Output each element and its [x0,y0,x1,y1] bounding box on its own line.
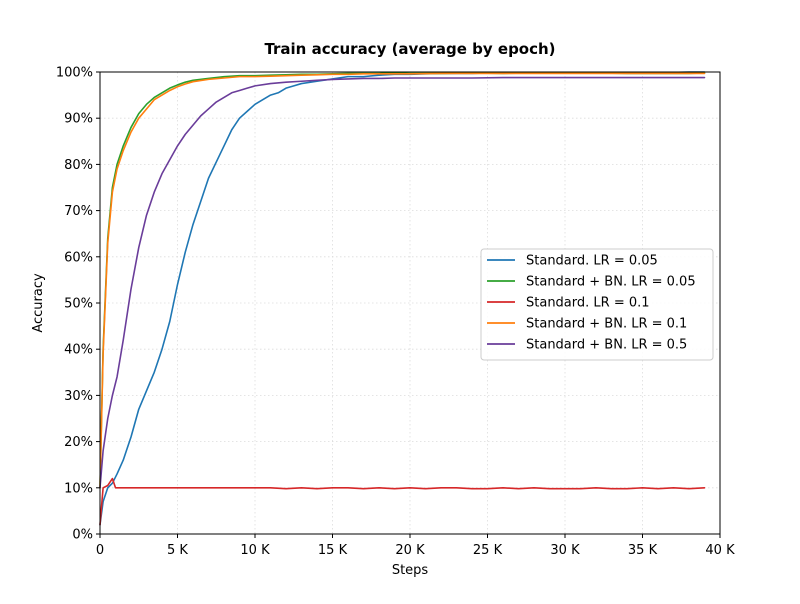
y-tick-label-0: 0% [72,528,93,543]
x-tick-label-5: 25 K [473,543,503,558]
legend-label-standard-lr-0-05: Standard. LR = 0.05 [526,254,658,269]
y-axis-label: Accuracy [31,273,46,333]
y-tick-label-10: 100% [56,66,93,81]
y-tick-label-4: 40% [64,343,93,358]
y-tick-label-3: 30% [64,389,93,404]
legend-label-standard-bn-lr-0-05: Standard + BN. LR = 0.05 [526,275,696,290]
x-tick-label-6: 30 K [550,543,580,558]
x-tick-label-1: 5 K [167,543,188,558]
y-tick-label-7: 70% [64,204,93,219]
y-tick-label-1: 10% [64,481,93,496]
series-layer [99,71,706,526]
legend-label-standard-bn-lr-0-5: Standard + BN. LR = 0.5 [526,338,687,353]
x-tick-label-8: 40 K [705,543,735,558]
y-tick-label-2: 20% [64,435,93,450]
legend-label-standard-lr-0-1: Standard. LR = 0.1 [526,296,650,311]
tick-layer: 0 5 K 10 K 15 K 20 K 25 K 30 K 35 K 40 K 0% 10% 20%… [56,66,735,559]
y-tick-label-9: 90% [64,112,93,127]
y-tick-label-6: 60% [64,250,93,265]
y-tick-label-8: 80% [64,158,93,173]
y-tick-label-5: 50% [64,297,93,312]
series-line-standard-lr-0-1 [99,477,706,526]
x-tick-label-0: 0 [96,543,104,558]
x-tick-label-4: 20 K [395,543,425,558]
legend-frame [480,248,714,361]
x-tick-label-3: 15 K [318,543,348,558]
x-axis-label: Steps [392,563,429,578]
x-tick-label-7: 35 K [628,543,658,558]
chart-title: Train accuracy (average by epoch) [264,40,555,58]
legend: Standard. LR = 0.05 Standard + BN. LR = 0… [480,248,714,361]
series-line-standard-bn-lr-0-1 [99,72,706,489]
x-tick-label-2: 10 K [240,543,270,558]
series-line-standard-bn-lr-0-5 [99,76,706,489]
legend-label-standard-bn-lr-0-1: Standard + BN. LR = 0.1 [526,317,687,332]
